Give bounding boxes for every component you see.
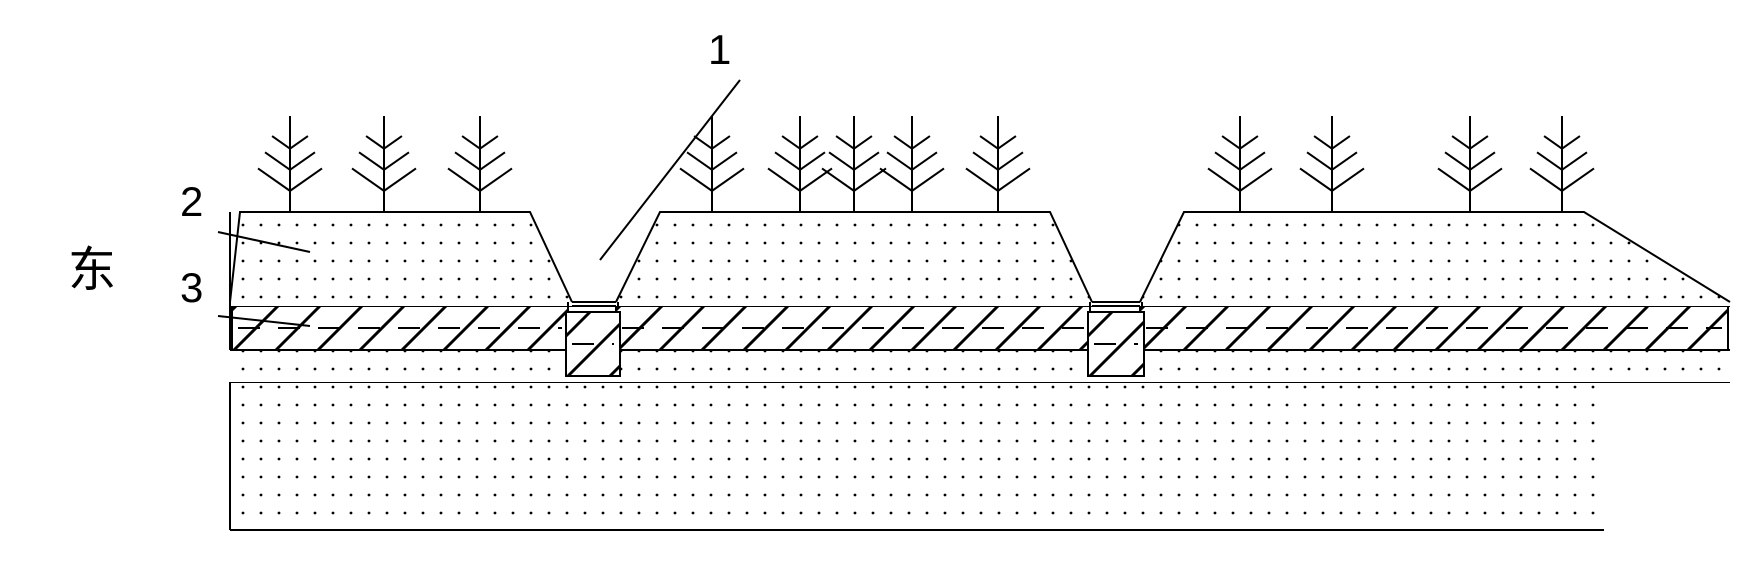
hatch-segment [1140,306,1728,350]
label-1: 1 [708,26,731,73]
strip-fill [230,350,1730,382]
mound-2 [616,212,1092,306]
mound-1 [230,212,572,306]
hatch-segment [232,306,568,350]
subsoil-fill [230,382,1604,530]
hatch-segment [1088,312,1144,376]
label-3: 3 [180,264,203,311]
label-east: 东 [68,244,116,297]
hatch-segment [616,306,1090,350]
label-2: 2 [180,178,203,225]
hatch-segment [566,312,620,376]
